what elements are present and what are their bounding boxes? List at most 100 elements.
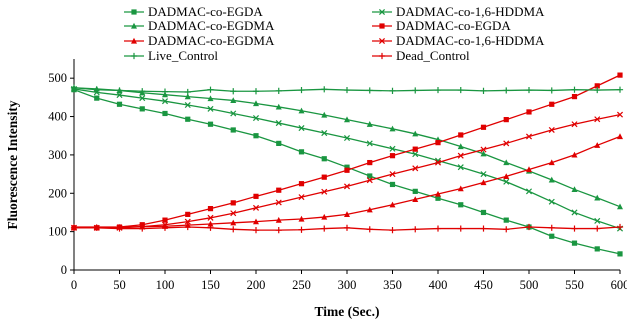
data-point — [389, 181, 396, 188]
series-4 — [71, 72, 623, 231]
data-point — [252, 115, 260, 122]
data-point — [230, 110, 237, 117]
data-point — [298, 194, 305, 201]
data-point — [503, 226, 510, 233]
data-point — [594, 246, 600, 252]
data-point — [366, 177, 373, 184]
legend-marker — [378, 8, 386, 16]
data-point — [366, 87, 373, 94]
data-point — [139, 106, 145, 112]
data-point — [253, 193, 259, 199]
data-point — [298, 215, 305, 222]
data-point — [435, 140, 441, 146]
data-point — [457, 86, 464, 94]
data-point — [457, 225, 464, 232]
data-point — [207, 214, 214, 221]
data-point — [503, 217, 509, 223]
data-point — [161, 98, 169, 105]
x-tick-label: 450 — [474, 278, 493, 292]
x-tick-label: 0 — [71, 278, 77, 292]
data-point — [298, 107, 305, 114]
data-point — [594, 194, 601, 201]
data-point — [617, 133, 623, 140]
data-point — [548, 176, 555, 183]
data-point — [594, 83, 600, 89]
data-point — [480, 150, 487, 157]
legend-marker — [131, 37, 137, 44]
data-point — [344, 167, 350, 173]
data-point — [594, 116, 601, 123]
legend-label: DADMAC-co-EGDMA — [148, 33, 275, 48]
data-point — [434, 225, 442, 232]
legend-marker — [378, 37, 386, 45]
data-point — [139, 88, 146, 95]
data-point — [434, 159, 442, 166]
data-point — [458, 202, 464, 208]
data-point — [457, 143, 464, 150]
data-point — [207, 105, 214, 112]
data-point — [571, 121, 578, 128]
legend-entry: DADMAC-co-1,6-HDDMA — [372, 33, 545, 48]
legend-entry: DADMAC-co-1,6-HDDMA — [372, 4, 545, 19]
plot-area — [70, 72, 624, 257]
data-point — [594, 217, 601, 224]
data-point — [161, 88, 169, 95]
data-point — [366, 140, 373, 147]
legend-marker — [130, 52, 138, 60]
data-point — [480, 171, 487, 178]
y-tick-label: 500 — [48, 71, 67, 85]
data-point — [253, 218, 259, 225]
x-tick-label: 50 — [113, 278, 126, 292]
data-point — [571, 186, 578, 193]
data-point — [412, 165, 419, 172]
y-tick-label: 400 — [48, 110, 67, 124]
data-point — [571, 93, 578, 100]
data-point — [275, 216, 282, 223]
data-point — [94, 95, 100, 101]
data-point — [548, 224, 555, 231]
data-point — [457, 185, 464, 192]
data-point — [412, 130, 419, 137]
data-point — [207, 220, 214, 227]
data-point — [616, 223, 624, 231]
data-point — [366, 121, 373, 127]
x-tick-label: 500 — [520, 278, 539, 292]
data-point — [457, 152, 464, 159]
data-point — [184, 88, 191, 96]
data-point — [321, 225, 328, 232]
data-point — [230, 219, 237, 226]
data-point — [321, 174, 327, 180]
legend-entry: Live_Control — [124, 48, 218, 63]
data-point — [503, 117, 509, 123]
data-point — [93, 86, 100, 93]
legend-marker — [131, 9, 137, 15]
data-point — [435, 195, 441, 201]
data-point — [344, 211, 350, 217]
data-point — [276, 187, 282, 193]
data-point — [116, 92, 123, 99]
data-point — [389, 201, 396, 208]
data-point — [139, 225, 146, 232]
data-point — [548, 87, 555, 94]
y-tick-label: 0 — [61, 263, 67, 277]
data-point — [526, 109, 532, 115]
data-point — [366, 226, 373, 233]
data-point — [207, 95, 214, 102]
data-point — [412, 226, 419, 233]
x-tick-label: 550 — [565, 278, 584, 292]
series-5 — [71, 133, 623, 230]
legend-entry: DADMAC-co-EGDA — [124, 4, 263, 19]
data-point — [367, 173, 373, 179]
data-point — [207, 206, 214, 212]
data-point — [617, 203, 623, 210]
data-point — [161, 224, 169, 231]
data-point — [275, 103, 282, 110]
data-point — [230, 127, 236, 133]
data-point — [185, 211, 191, 217]
data-point — [616, 86, 624, 93]
data-point — [503, 159, 510, 166]
data-point — [207, 224, 214, 231]
data-point — [93, 224, 100, 231]
data-point — [275, 199, 282, 206]
